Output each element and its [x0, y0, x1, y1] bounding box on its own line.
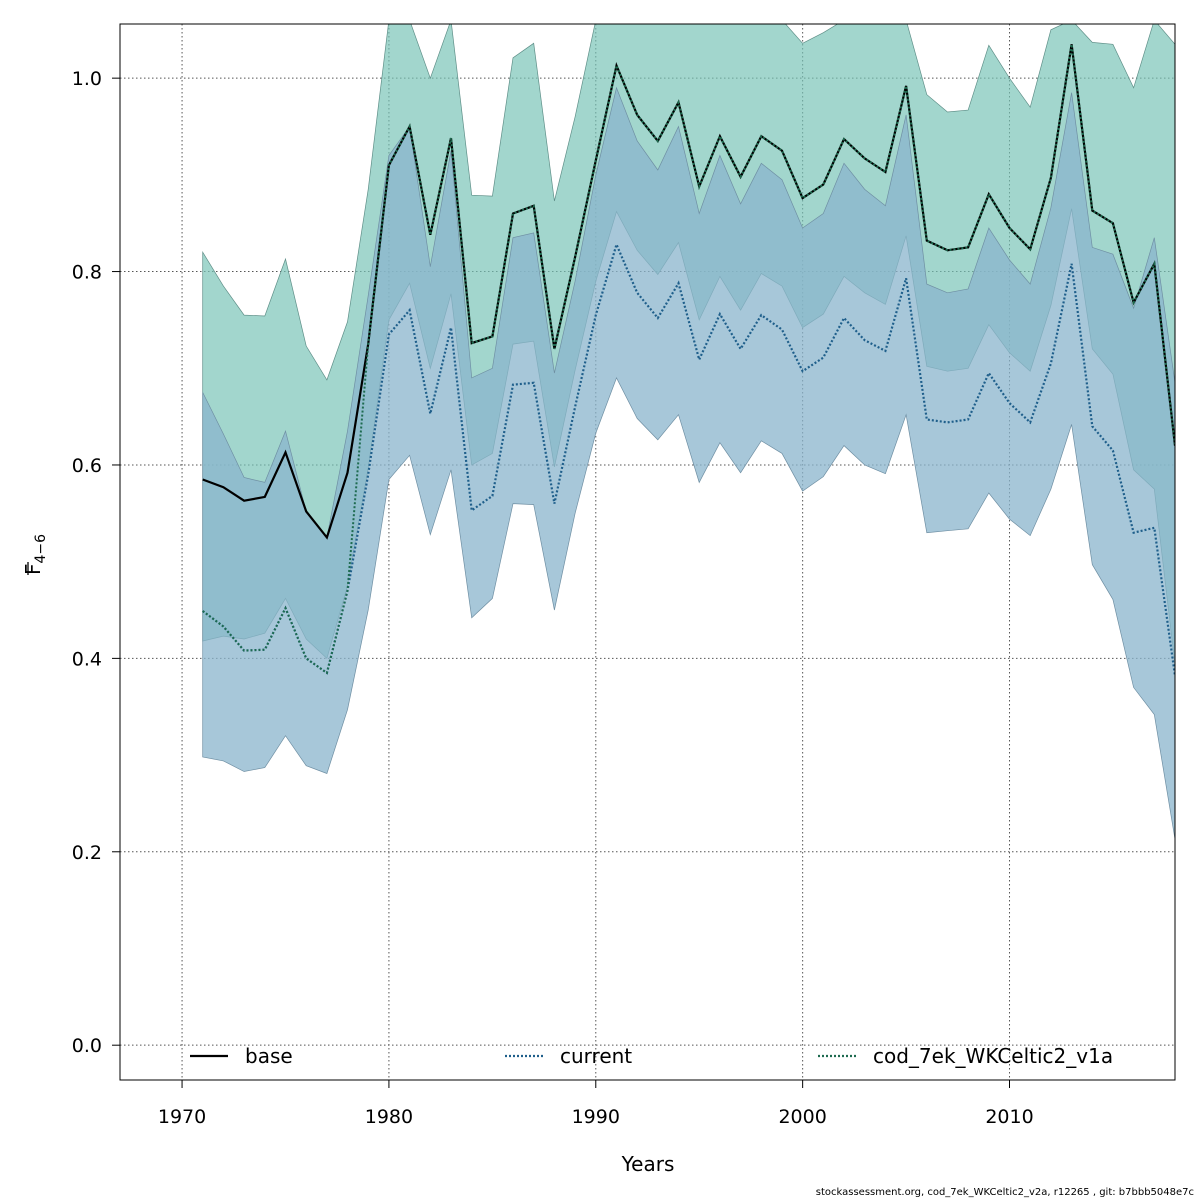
series-lines: [202, 44, 1175, 676]
y-axis-title: F4−6: [21, 534, 49, 575]
y-tick-label: 0.8: [72, 262, 102, 284]
legend-label: cod_7ek_WKCeltic2_v1a: [873, 1044, 1113, 1068]
svg-text:F4−6: F4−6: [21, 534, 49, 575]
y-tick-label: 0.4: [72, 648, 102, 670]
plot-frame: [119, 23, 1176, 1081]
y-tick-label: 0.0: [72, 1035, 102, 1057]
confidence-bands: [202, 24, 1175, 840]
y-tick-label: 0.6: [72, 455, 102, 477]
legend-label: current: [560, 1044, 632, 1068]
x-axis-title: Years: [621, 1152, 675, 1176]
y-axis-title-sub: 4−6: [33, 534, 49, 564]
axes: 1970 1980 1990 2000 2010 0.0 0.2 0.4 0.6 0.8 1.0: [72, 68, 1034, 1128]
x-tick-label: 1990: [572, 1106, 620, 1128]
y-tick-label: 0.2: [72, 842, 102, 864]
footer-credit: stockassessment.org, cod_7ek_WKCeltic2_v…: [815, 1187, 1194, 1198]
x-tick-label: 1980: [365, 1106, 413, 1128]
legend: base current cod_7ek_WKCeltic2_v1a: [190, 1044, 1113, 1068]
y-axis-title-main: F: [21, 563, 45, 575]
x-tick-label: 2010: [985, 1106, 1033, 1128]
x-tick-label: 2000: [778, 1106, 826, 1128]
legend-label: base: [245, 1044, 293, 1068]
line-cod-7ek-wkceltic2-v1a: [202, 44, 1175, 675]
band-current: [202, 86, 1175, 840]
line-current: [202, 241, 1175, 676]
y-tick-label: 1.0: [72, 68, 102, 90]
x-tick-label: 1970: [158, 1106, 206, 1128]
